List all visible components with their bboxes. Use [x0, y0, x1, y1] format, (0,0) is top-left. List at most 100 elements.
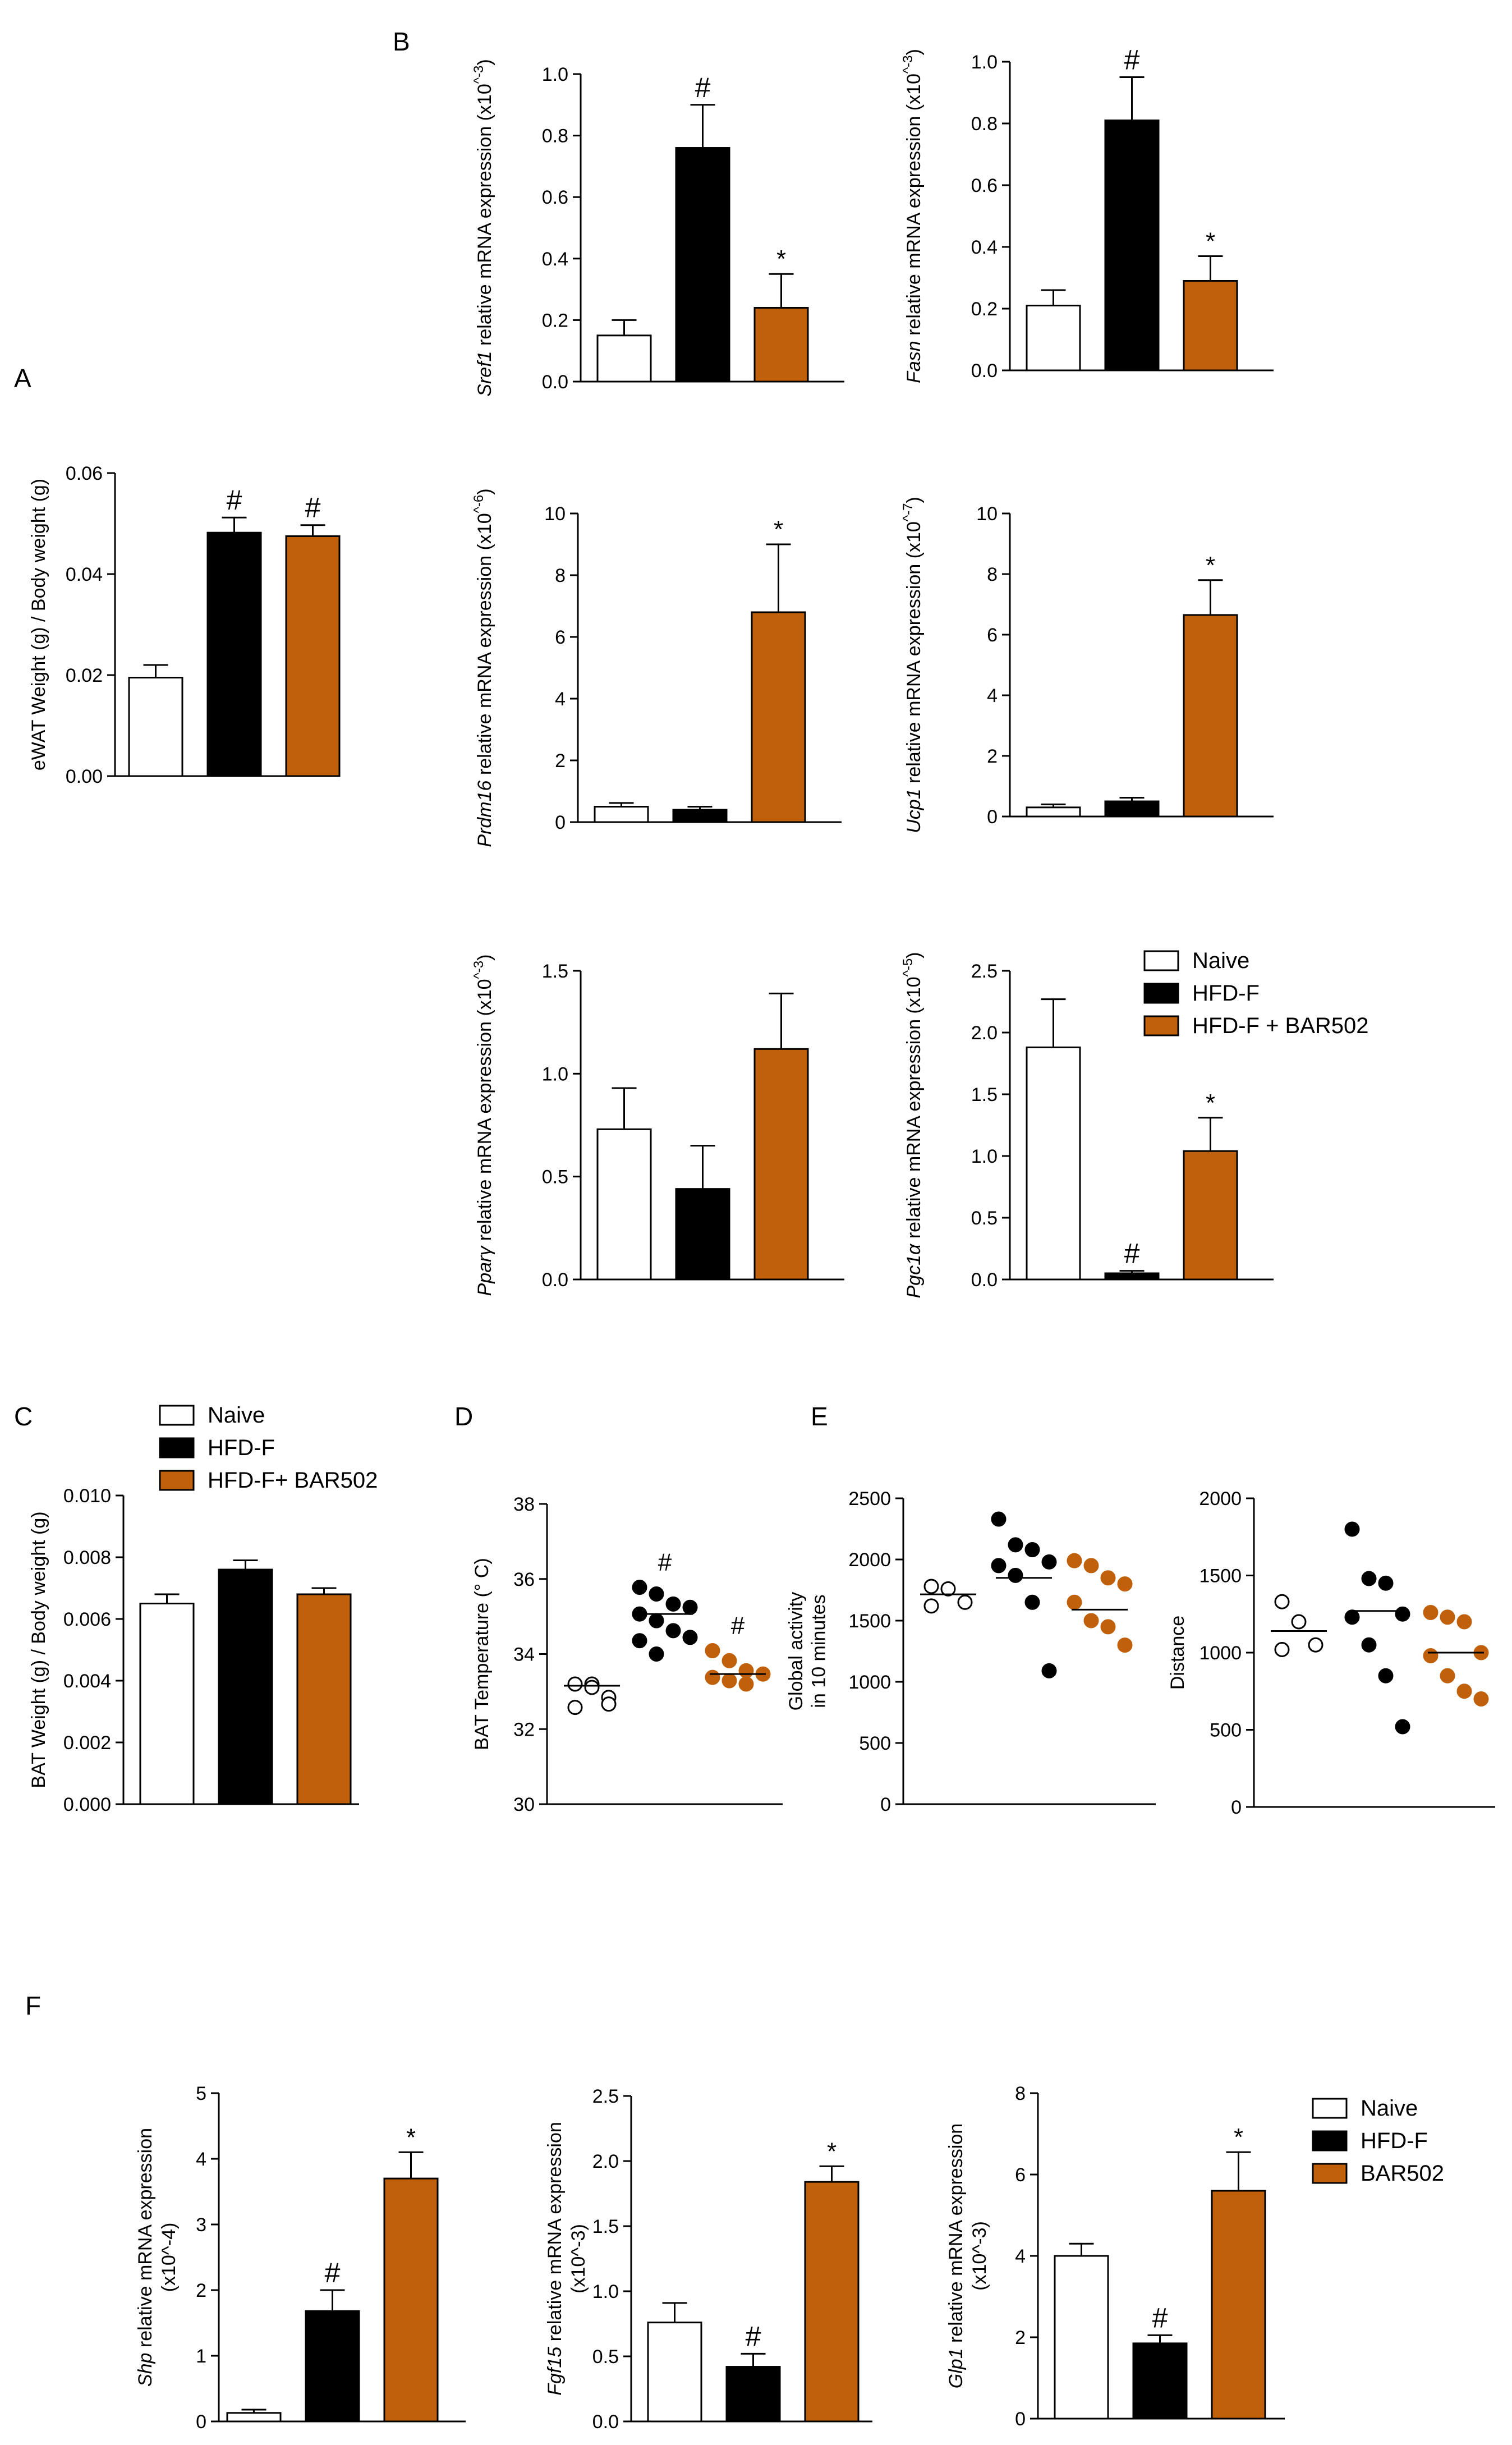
y-tick-label: 2: [555, 750, 566, 772]
data-point: [1024, 1594, 1040, 1610]
data-point: [1344, 1521, 1360, 1537]
panel-label-b: B: [393, 27, 410, 56]
y-tick-label: 2.0: [592, 2151, 619, 2172]
bar-hfd-f: [206, 531, 262, 777]
y-axis-label: Ucp1 relative mRNA expression (x10^-7): [900, 497, 925, 833]
y-tick-label: 1.0: [971, 1146, 998, 1167]
y-tick-label: 0: [880, 1794, 891, 1815]
y-tick-label: 0.8: [542, 126, 568, 147]
y-tick-label: 2000: [848, 1549, 891, 1571]
legend-swatch: [1143, 950, 1179, 971]
y-tick-label: 0.006: [63, 1609, 111, 1630]
bar-hfd-f: [1104, 1272, 1160, 1281]
y-axis-label-close: ): [474, 59, 495, 65]
y-tick-label: 0.5: [971, 1208, 998, 1229]
y-tick-label: 0.8: [971, 113, 998, 135]
data-point: [1473, 1691, 1489, 1707]
data-point: [1041, 1554, 1057, 1570]
legend-f: Naive HFD-F BAR502: [1312, 2096, 1444, 2186]
y-tick-label: 0.004: [63, 1671, 111, 1692]
chart-b4: 0 2 4 6 8 10 Ucp1 relative mRNA expression (x1…: [900, 497, 1274, 833]
panel-label-f: F: [25, 1991, 41, 2020]
data-point: [567, 1676, 583, 1692]
y-axis-label: BAT Weight (g) / Body weight (g): [28, 1511, 49, 1788]
data-point: [1008, 1567, 1023, 1583]
data-point: [584, 1680, 600, 1695]
panel-label-e: E: [811, 1402, 828, 1431]
y-axis-label-line: in 10 minutes: [808, 1594, 830, 1708]
data-point: [682, 1630, 698, 1645]
y-tick-label: 2: [1015, 2327, 1026, 2348]
y-axis-label-text: relative mRNA expression: [945, 2123, 967, 2343]
chart-e2: 0 500 1000 1500 2000 Distance: [1167, 1488, 1495, 1818]
legend-b: Naive HFD-F HFD-F + BAR502: [1143, 948, 1369, 1038]
data-point: [1274, 1594, 1290, 1609]
panel-label-c: C: [14, 1402, 33, 1431]
y-tick-label: 2.5: [592, 2086, 619, 2107]
y-tick-label: 1.0: [592, 2281, 619, 2302]
y-axis-label: Pparγ relative mRNA expression (x10^-3): [471, 955, 495, 1296]
data-point: [1117, 1637, 1133, 1653]
data-point: [665, 1623, 681, 1639]
data-point: [1423, 1605, 1439, 1620]
data-point: [1067, 1594, 1082, 1610]
chart-b3: 0 2 4 6 8 10 Prdm16 relative mRNA expression (…: [471, 488, 842, 847]
data-point: [632, 1633, 647, 1649]
y-axis-label-close: ): [903, 952, 925, 958]
y-tick-label: 0.04: [66, 564, 103, 585]
y-tick-label: 1: [196, 2346, 206, 2367]
y-tick-label: 36: [513, 1569, 535, 1590]
y-tick-label: 0: [196, 2411, 206, 2433]
y-axis-label: Shp relative mRNA expression: [135, 2128, 156, 2387]
data-point: [1308, 1637, 1323, 1653]
data-point: [705, 1643, 720, 1659]
y-tick-label: 0.6: [542, 187, 568, 208]
data-point: [738, 1676, 754, 1692]
y-axis-label-text: relative mRNA expression: [135, 2128, 156, 2347]
data-point: [1361, 1637, 1377, 1653]
y-axis-label-exponent: ^-3: [471, 66, 486, 84]
chart-b6: 0.0 0.5 1.0 1.5 2.0 2.5 Pgc1α relative mRNA ex…: [900, 952, 1274, 1299]
bar-naive: [1026, 305, 1081, 371]
y-tick-label: 0.06: [66, 463, 103, 484]
y-tick-label: 0.010: [63, 1485, 111, 1507]
data-point: [721, 1653, 737, 1668]
y-tick-label: 2000: [1199, 1488, 1242, 1510]
data-point: [940, 1581, 956, 1597]
bar-hfd-f: [725, 2366, 781, 2423]
legend-label: Naive: [208, 1403, 265, 1428]
data-point: [1456, 1614, 1472, 1630]
data-point: [567, 1700, 583, 1715]
data-point: [991, 1558, 1007, 1574]
data-point: [1395, 1606, 1410, 1622]
bar-hfd-f: [1104, 800, 1160, 818]
y-axis-label: Sref1 relative mRNA expression (x10^-3): [471, 59, 495, 396]
y-tick-label: 1.0: [542, 64, 568, 85]
y-axis-label-gene: Ucp1: [903, 783, 925, 833]
significance-hash: #: [1124, 44, 1140, 76]
y-tick-label: 4: [196, 2149, 206, 2170]
data-point: [1100, 1570, 1116, 1586]
y-tick-label: 0: [987, 806, 998, 828]
y-tick-label: 8: [555, 565, 566, 586]
y-tick-label: 10: [544, 503, 566, 525]
significance-star: *: [776, 245, 786, 273]
y-tick-label: 0: [555, 812, 566, 833]
y-tick-label: 0.4: [971, 237, 998, 258]
significance-hash: #: [325, 2257, 341, 2288]
significance-star: *: [774, 516, 783, 543]
y-tick-label: 10: [976, 503, 998, 525]
bar-hfd-f: [305, 2310, 360, 2423]
y-tick-label: 1500: [1199, 1566, 1242, 1587]
data-point: [682, 1599, 698, 1615]
y-tick-label: 0.4: [542, 249, 568, 270]
y-axis-label-gene: Sref1: [474, 346, 495, 397]
y-tick-label: 1500: [848, 1611, 891, 1632]
y-tick-label: 1.5: [971, 1084, 998, 1105]
data-point: [1024, 1542, 1040, 1558]
y-tick-label: 500: [1210, 1720, 1242, 1741]
y-axis-label-text: BAT Weight (g) / Body weight (g): [28, 1511, 49, 1788]
y-axis-label-exponent: ^-6: [471, 495, 486, 513]
y-tick-label: 1.0: [542, 1063, 568, 1085]
